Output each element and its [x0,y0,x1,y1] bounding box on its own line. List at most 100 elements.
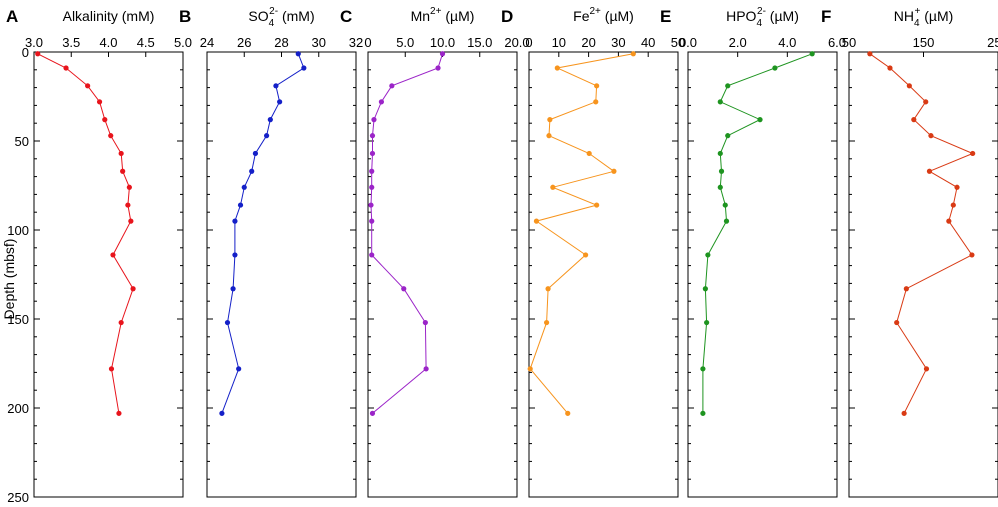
panel-f: 50 150 250 F NH4+ (µM) [821,6,998,498]
data-point [232,252,238,258]
y-tick-label: 100 [7,223,29,238]
x-tick-label: 30 [312,35,326,50]
data-point [611,168,617,174]
data-point [594,202,600,208]
data-point [368,202,374,208]
data-point [550,184,556,190]
data-point [389,83,395,89]
data-point [809,51,815,57]
data-point [369,184,375,190]
data-point [277,99,283,105]
data-point [586,150,592,157]
data-point [704,319,710,326]
data-point [118,319,124,326]
x-tick-label: 10.0 [430,35,455,50]
panel-d: 0 10 20 30 40 50 D Fe2+ (µM) [501,6,685,498]
data-point [722,202,728,208]
data-point [717,99,723,105]
data-point [903,286,909,292]
panel-letter: E [660,7,671,26]
x-tick-label: 26 [237,35,251,50]
data-point [926,168,933,174]
data-point [923,366,930,372]
x-tick-label: 4.0 [99,35,117,50]
data-point [252,150,259,157]
data-point [63,65,69,71]
x-tick-label: 40 [641,35,655,50]
x-tick-label: 150 [913,35,935,50]
data-point [954,184,960,190]
data-point [533,218,540,224]
panel-title: Mn2+ (µM) [411,6,475,24]
data-point [422,319,428,326]
data-point [718,168,725,174]
x-tick-label: 30 [611,35,625,50]
x-tick-label: 10 [552,35,566,50]
series-line [370,53,443,414]
y-tick-label: 250 [7,490,29,505]
x-tick-label: 3.0 [25,35,43,50]
data-point [241,184,247,190]
panel-frame [33,51,184,498]
data-point [267,117,273,123]
data-point [236,366,242,372]
data-point [219,410,225,416]
data-point [700,366,706,372]
panel-frame [687,51,838,498]
panel-frame [528,51,679,498]
data-point [725,83,731,89]
x-tick-label: 50 [671,35,685,50]
data-point [108,366,115,372]
data-point [725,133,731,139]
data-point [887,65,893,71]
y-tick-label: 150 [7,312,29,327]
data-point [369,410,376,416]
x-tick-label: 5.0 [174,35,192,50]
y-tick-label: 0 [22,45,29,60]
panel-letter: F [821,7,831,26]
y-axis-ticks: 0 50 100 150 200 250 [7,45,29,505]
data-point [594,83,600,89]
series-line [221,53,305,414]
data-point [130,286,136,292]
data-point [125,202,131,208]
data-point [369,168,375,174]
x-tick-label: 0 [525,35,532,50]
data-point [273,83,279,89]
data-point [128,218,134,224]
data-point [120,168,126,174]
x-tick-label: 28 [274,35,288,50]
panel-letter: C [340,7,352,26]
panel-letter: D [501,7,513,26]
data-point [547,117,553,123]
data-point [593,99,599,105]
data-point [423,366,429,372]
data-point [96,99,103,105]
panel-b: 24 26 28 30 32 B SO42- (mM) [179,6,363,498]
data-point [928,133,934,139]
data-point [371,117,377,123]
x-tick-label: 250 [987,35,998,50]
y-tick-label: 50 [15,134,29,149]
panel-letter: B [179,7,191,26]
data-point [543,319,550,326]
data-point [85,83,91,89]
data-point [717,150,723,157]
data-point [102,117,108,123]
x-tick-label: 24 [200,35,214,50]
x-tick-label: 2.0 [729,35,747,50]
x-tick-label: 6.0 [828,35,846,50]
panel-e: 0.0 2.0 4.0 6.0 E HPO42- (µM) [660,6,846,498]
data-point [439,51,446,57]
series-line [702,53,813,414]
panel-title: NH4+ (µM) [894,6,954,29]
x-tick-label: 32 [349,35,363,50]
panel-title: Fe2+ (µM) [573,6,634,24]
data-point [295,51,301,57]
data-point [527,366,533,372]
x-tick-label: 3.5 [62,35,80,50]
x-tick-label: 15.0 [467,35,492,50]
data-point [705,252,711,258]
panel-title: HPO42- (µM) [726,6,799,29]
data-point [950,202,956,208]
